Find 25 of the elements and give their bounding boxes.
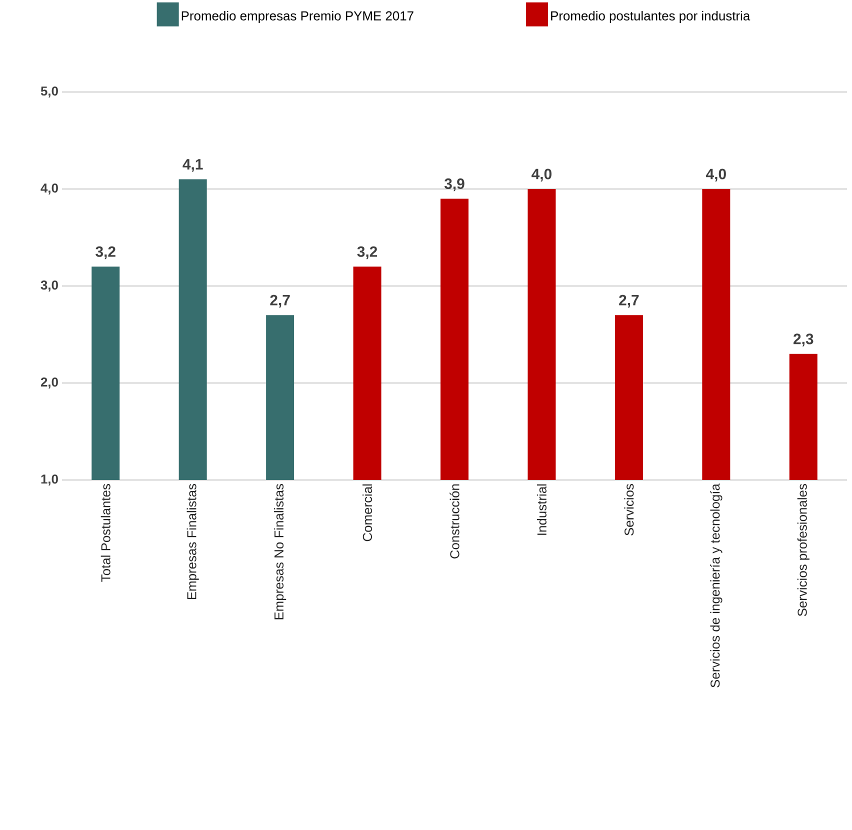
x-tick-label: Construcción	[450, 484, 460, 558]
data-label: 3,2	[96, 246, 116, 260]
x-tick-label: Comercial	[362, 484, 372, 542]
data-label: 4,0	[706, 168, 726, 182]
data-label: 3,2	[357, 246, 378, 260]
legend-label: Promedio postulantes por industria	[551, 10, 750, 24]
x-tick-label: Industrial	[536, 484, 546, 535]
y-tick-label: 3,0	[40, 280, 58, 292]
x-tick-label: Total Postulantes	[100, 484, 110, 582]
data-label: 3,9	[444, 178, 464, 192]
y-tick-label: 4,0	[40, 183, 58, 195]
legend-label: Promedio empresas Premio PYME 2017	[182, 10, 414, 24]
x-tick-label: Servicios profesionales	[797, 484, 810, 616]
x-tick-label: Servicios	[624, 484, 634, 536]
y-tick-label: 5,0	[40, 86, 58, 98]
data-label: 2,3	[794, 334, 814, 346]
data-label: 2,7	[270, 294, 290, 308]
data-label: 4,1	[182, 159, 203, 172]
data-label: 4,0	[532, 168, 552, 182]
y-tick-label: 2,0	[40, 377, 58, 389]
data-label: 2,7	[619, 294, 639, 308]
x-tick-label: Servicios de ingeniería y tecnología	[710, 484, 722, 688]
x-tick-label: Empresas No Finalistas	[274, 484, 286, 620]
y-tick-label: 1,0	[41, 474, 58, 486]
x-tick-label: Empresas Finalistas	[186, 484, 199, 600]
